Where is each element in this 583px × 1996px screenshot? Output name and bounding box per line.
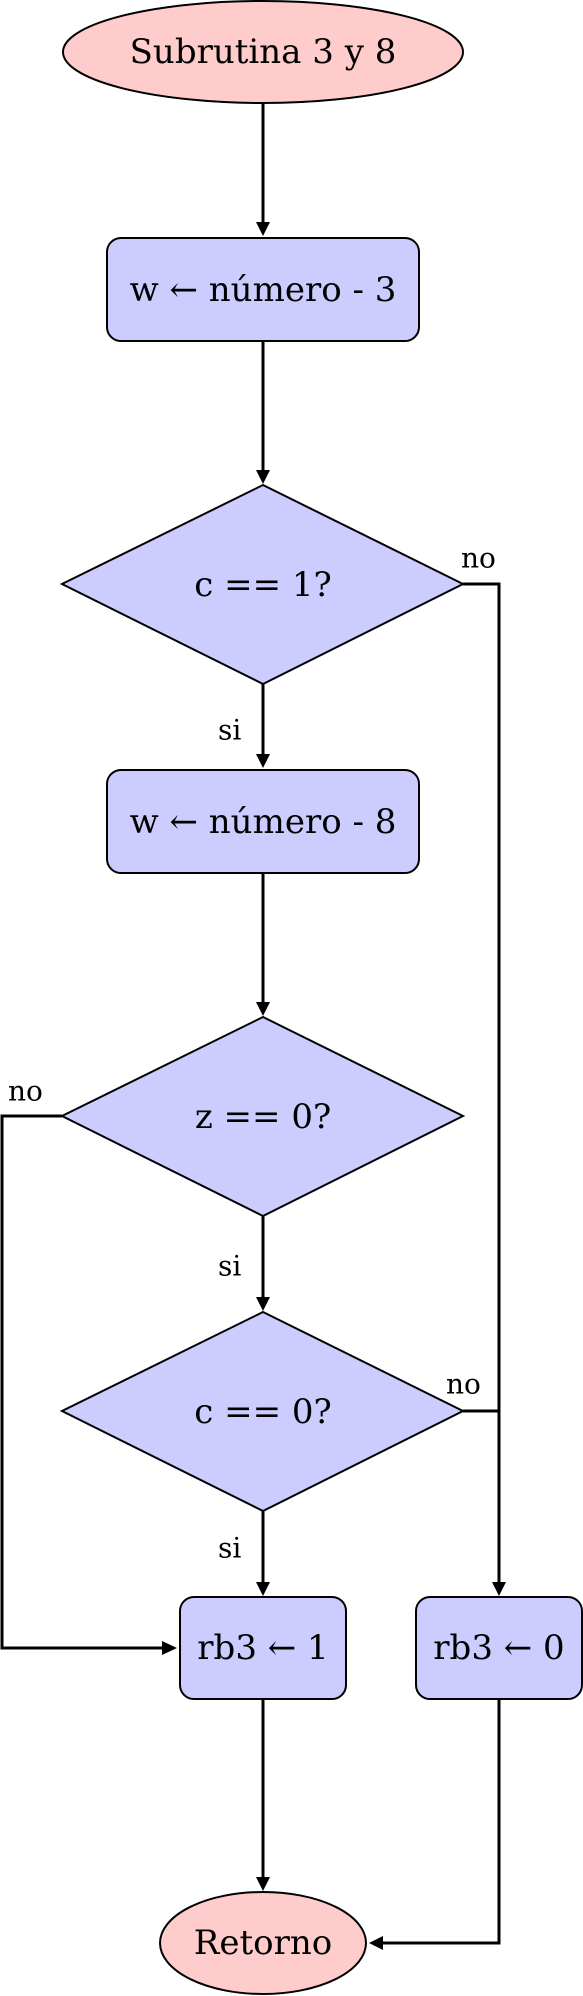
- decision-node-c-eq-1: c == 1?: [62, 485, 463, 684]
- process-node-w-minus-8-label: w ← número - 8: [130, 802, 397, 842]
- arrowhead-icon: [256, 1002, 270, 1016]
- arrowhead-icon: [256, 222, 270, 236]
- arrowhead-icon: [256, 754, 270, 768]
- edge-label-z0-no: no: [8, 1075, 43, 1108]
- arrowhead-icon: [492, 1582, 506, 1596]
- arrowhead-icon: [256, 1297, 270, 1311]
- process-node-rb3-set-1-label: rb3 ← 1: [197, 1628, 328, 1668]
- edge-label-c1-si: si: [218, 714, 241, 747]
- process-node-w-minus-8: w ← número - 8: [107, 770, 419, 873]
- arrowhead-icon: [256, 1877, 270, 1891]
- edge-set0-end: [383, 1699, 499, 1943]
- decision-node-c-eq-0: c == 0?: [62, 1312, 463, 1511]
- edge-c1-no: [463, 584, 499, 1582]
- process-node-rb3-set-1: rb3 ← 1: [180, 1597, 346, 1699]
- arrowhead-icon: [369, 1936, 383, 1950]
- process-node-rb3-set-0-label: rb3 ← 0: [433, 1628, 564, 1668]
- process-node-w-minus-3-label: w ← número - 3: [130, 270, 397, 310]
- process-node-rb3-set-0: rb3 ← 0: [416, 1597, 582, 1699]
- end-node: Retorno: [160, 1892, 366, 1994]
- decision-node-c-eq-1-label: c == 1?: [194, 565, 332, 605]
- arrowhead-icon: [162, 1641, 177, 1655]
- decision-node-c-eq-0-label: c == 0?: [194, 1392, 332, 1432]
- arrowhead-icon: [256, 1582, 270, 1596]
- edge-label-z0-si: si: [218, 1250, 241, 1283]
- edge-label-c0-no: no: [446, 1368, 481, 1401]
- decision-node-z-eq-0-label: z == 0?: [195, 1097, 331, 1137]
- edge-label-c1-no: no: [461, 542, 496, 575]
- decision-node-z-eq-0: z == 0?: [62, 1017, 463, 1216]
- end-node-label: Retorno: [194, 1923, 332, 1963]
- start-node-label: Subrutina 3 y 8: [130, 32, 397, 72]
- start-node: Subrutina 3 y 8: [63, 1, 463, 103]
- process-node-w-minus-3: w ← número - 3: [107, 238, 419, 341]
- arrowhead-icon: [256, 470, 270, 484]
- edge-label-c0-si: si: [218, 1532, 241, 1565]
